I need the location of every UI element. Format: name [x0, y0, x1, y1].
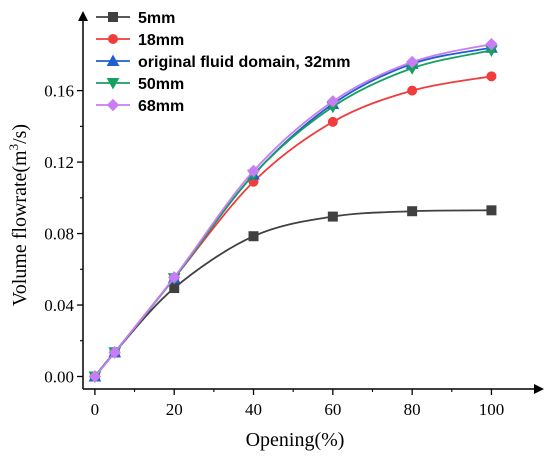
legend-label: 18mm — [138, 32, 184, 49]
x-tick-label: 20 — [166, 400, 183, 419]
series-line — [94, 209, 492, 378]
y-tick-label: 0.12 — [44, 153, 74, 172]
legend-item: original fluid domain, 32mm — [96, 54, 350, 71]
y-tick-label: 0.16 — [44, 82, 74, 101]
x-axis-title: Opening(%) — [246, 429, 345, 451]
x-tick-label: 80 — [404, 400, 421, 419]
x-tick-label: 60 — [324, 400, 341, 419]
data-point — [407, 85, 418, 96]
legend-label: original fluid domain, 32mm — [138, 54, 350, 71]
x-tick-label: 40 — [245, 400, 262, 419]
legend: 5mm 18mm original fluid domain, 32mm 50mm 68… — [96, 10, 350, 115]
data-point — [326, 95, 340, 108]
plot-area — [88, 37, 498, 384]
data-point — [405, 55, 419, 69]
legend-marker — [108, 34, 118, 44]
legend-item: 18mm — [96, 32, 184, 49]
y-axis-title-end: /s) — [9, 124, 31, 144]
legend-label: 5mm — [138, 10, 175, 27]
data-point — [486, 71, 497, 82]
data-point — [88, 370, 102, 383]
y-axis-arrow — [78, 11, 88, 21]
series-1 — [89, 71, 497, 382]
x-tick-label: 0 — [91, 400, 100, 419]
series-0 — [89, 205, 497, 382]
y-tick-label: 0.08 — [44, 225, 74, 244]
series-3 — [88, 45, 498, 384]
data-point — [486, 205, 497, 216]
series-4 — [88, 37, 498, 383]
legend-marker — [106, 98, 120, 112]
y-tick-label: 0.00 — [44, 367, 74, 386]
data-point — [108, 346, 121, 359]
legend-marker — [108, 12, 118, 22]
data-point — [169, 283, 180, 294]
data-point — [485, 37, 498, 51]
legend-marker — [106, 78, 120, 90]
legend-item: 68mm — [96, 98, 184, 115]
y-tick-label: 0.04 — [44, 296, 74, 315]
x-tick-label: 100 — [479, 400, 505, 419]
data-point — [327, 211, 338, 222]
data-point — [167, 271, 181, 284]
legend-item: 50mm — [96, 76, 184, 93]
legend-marker — [106, 54, 120, 66]
axes: 0 20 40 60 80 100 0.00 0.04 0.08 0.12 0.16 — [44, 11, 544, 419]
y-axis-title: Volume flowrate(m3/s) — [6, 124, 31, 306]
data-point — [327, 116, 338, 127]
series-2 — [88, 41, 498, 382]
data-point — [247, 164, 260, 178]
data-point — [407, 206, 418, 217]
y-axis-title-sup: 3 — [6, 144, 21, 151]
legend-label: 68mm — [138, 98, 184, 115]
data-point — [248, 231, 259, 242]
series-line — [94, 75, 492, 378]
legend-item: 5mm — [96, 10, 175, 27]
y-axis-title-main: Volume flowrate(m — [9, 150, 31, 306]
legend-label: 50mm — [138, 76, 184, 93]
x-axis-arrow — [534, 384, 544, 394]
